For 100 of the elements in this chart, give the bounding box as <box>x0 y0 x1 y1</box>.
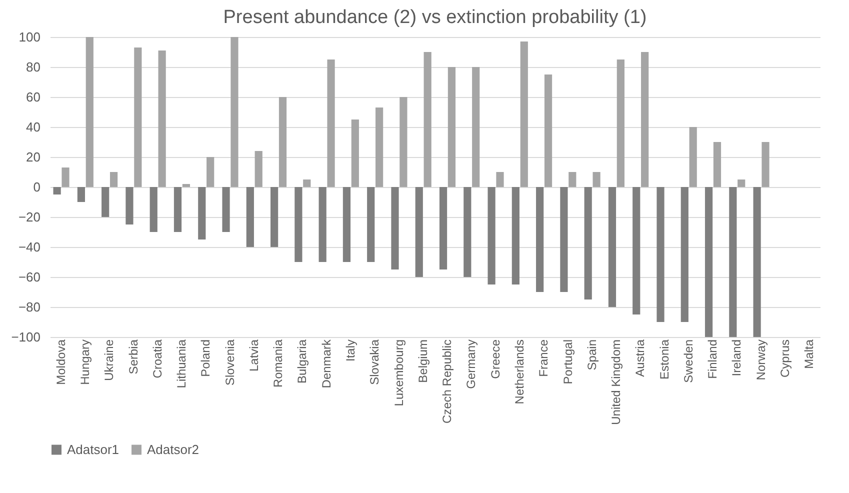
x-tick-label: Malta <box>802 339 816 369</box>
bar <box>713 142 722 187</box>
x-tick-label: Slovenia <box>222 339 237 386</box>
bar <box>424 52 432 187</box>
bar <box>439 187 448 270</box>
y-tick-label: 0 <box>33 180 40 194</box>
x-tick-label: Portugal <box>560 340 575 384</box>
bar <box>278 97 287 187</box>
bar <box>560 187 568 292</box>
bar <box>512 187 520 284</box>
bar <box>753 187 761 337</box>
x-tick-label: Lithuania <box>174 339 189 388</box>
bar <box>391 187 399 270</box>
x-tick-label: Poland <box>198 340 213 377</box>
bar <box>110 172 118 187</box>
x-tick-label: Ukraine <box>102 339 116 381</box>
x-tick-label: Cyprus <box>778 340 792 378</box>
chart-title: Present abundance (2) vs extinction probability (1) <box>223 7 647 28</box>
bar <box>53 187 61 194</box>
bar <box>641 52 649 187</box>
bar <box>351 120 359 187</box>
bar <box>496 172 504 187</box>
bar <box>704 187 713 337</box>
x-tick-label: Netherlands <box>512 340 526 404</box>
legend-label: Adatsor2 <box>147 442 200 457</box>
bar <box>729 187 737 337</box>
bar <box>738 180 746 187</box>
bar <box>77 187 85 202</box>
bar <box>174 187 182 232</box>
bar <box>246 187 254 247</box>
x-tick-label: Germany <box>464 340 478 389</box>
bar <box>568 172 576 187</box>
bar <box>230 37 238 187</box>
x-tick-label: Austria <box>633 339 648 377</box>
x-tick-label: Ireland <box>730 340 744 376</box>
x-tick-label: Croatia <box>150 339 164 378</box>
y-tick-label: −100 <box>11 330 40 344</box>
x-tick-label: Estonia <box>657 339 672 380</box>
x-tick-label: Serbia <box>126 339 140 374</box>
x-tick-label: Belgium <box>416 340 430 383</box>
x-tick-label: Italy <box>344 340 358 362</box>
y-tick-label: 20 <box>26 150 40 164</box>
x-tick-label: Spain <box>584 340 599 370</box>
y-tick-label: −40 <box>18 240 40 254</box>
x-tick-label: Finland <box>706 340 720 379</box>
bar <box>608 187 616 307</box>
legend-label: Adatsor1 <box>67 442 120 457</box>
x-tick-label: France <box>536 339 551 377</box>
bar <box>536 187 544 292</box>
y-tick-label: −80 <box>18 300 40 314</box>
bar <box>327 60 335 187</box>
bar <box>303 180 311 187</box>
x-tick-label: Latvia <box>246 339 261 372</box>
bar <box>270 187 278 247</box>
bar <box>689 127 697 187</box>
bar <box>150 187 158 232</box>
bar <box>656 187 664 322</box>
y-tick-label: 40 <box>26 120 40 134</box>
bar <box>62 168 70 187</box>
bar <box>472 67 480 187</box>
bar <box>584 187 592 300</box>
bar <box>342 187 351 262</box>
y-tick-label: −60 <box>18 270 40 284</box>
bar <box>182 184 190 187</box>
x-tick-label: Czech Republic <box>440 340 454 424</box>
bar <box>102 187 110 217</box>
bar <box>198 187 206 240</box>
x-tick-label: Norway <box>754 340 768 380</box>
x-tick-label: United Kingdom <box>609 340 624 425</box>
bar <box>762 142 770 187</box>
bar <box>254 151 262 187</box>
bar <box>376 108 384 187</box>
y-tick-label: 100 <box>18 30 40 44</box>
bar <box>520 42 528 187</box>
bar <box>592 172 600 187</box>
bar <box>448 67 456 187</box>
bar <box>294 187 302 262</box>
y-tick-label: 80 <box>26 60 40 74</box>
x-tick-label: Sweden <box>681 340 696 383</box>
bar <box>318 187 326 262</box>
bar <box>400 97 408 187</box>
bar <box>632 187 640 314</box>
bar <box>158 50 166 187</box>
bar <box>464 187 472 277</box>
x-tick-label: Denmark <box>319 338 334 388</box>
bar <box>616 60 624 187</box>
bar <box>680 187 688 322</box>
bar <box>222 187 230 232</box>
x-tick-label: Greece <box>488 339 502 379</box>
bar <box>206 157 214 187</box>
x-tick-label: Moldova <box>54 339 68 385</box>
bar <box>488 187 496 284</box>
bar <box>544 74 552 187</box>
x-tick-label: Luxembourg <box>392 340 406 406</box>
bar <box>415 187 423 277</box>
bar <box>126 187 134 224</box>
bar <box>134 48 142 187</box>
x-tick-label: Hungary <box>78 340 92 385</box>
x-tick-label: Bulgaria <box>295 339 310 384</box>
x-tick-label: Romania <box>271 339 286 388</box>
